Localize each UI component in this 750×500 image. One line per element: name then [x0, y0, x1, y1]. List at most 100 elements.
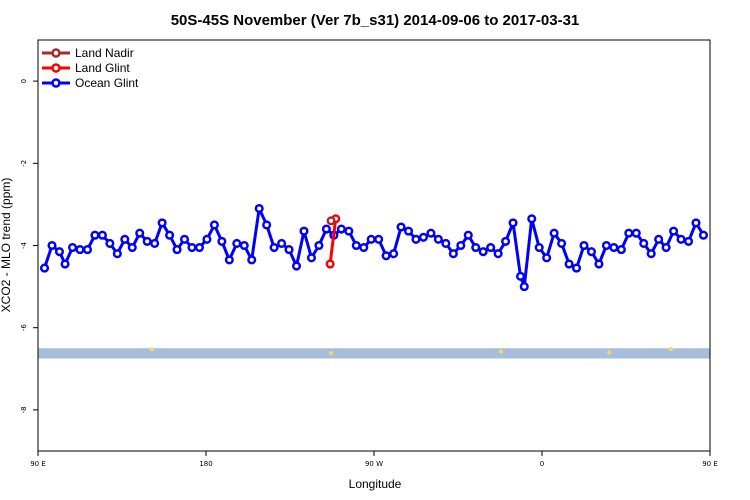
data-point: [247, 255, 257, 265]
y-tick-label: 0: [20, 79, 28, 83]
data-point: [534, 243, 544, 253]
data-point: [374, 234, 384, 244]
data-point: [112, 249, 122, 259]
x-tick-label: 0: [540, 460, 544, 468]
data-point: [306, 253, 317, 263]
data-point: [471, 243, 481, 253]
data-point: [691, 218, 701, 228]
data-point: [586, 247, 597, 257]
data-point: [165, 230, 175, 240]
land-patch: [328, 350, 334, 356]
data-point: [217, 236, 227, 246]
data-point: [39, 263, 50, 273]
data-point: [389, 249, 399, 259]
data-point: [127, 243, 137, 253]
data-point: [187, 243, 197, 253]
data-point: [426, 228, 436, 238]
data-point: [75, 245, 85, 255]
data-point: [142, 236, 152, 246]
data-point: [60, 259, 70, 269]
data-point: [254, 203, 264, 214]
data-point: [157, 218, 167, 228]
data-point: [381, 251, 391, 261]
data-point: [54, 247, 65, 257]
data-point: [299, 226, 309, 236]
data-point: [325, 259, 335, 269]
data-point: [403, 226, 414, 236]
legend-label: Ocean Glint: [75, 76, 139, 90]
y-tick-label: -8: [20, 406, 28, 413]
y-axis-label: XCO2 - MLO trend (ppm): [0, 178, 13, 313]
x-tick-label: 90 W: [365, 460, 383, 468]
data-point: [571, 263, 582, 273]
data-point: [601, 240, 611, 251]
data-point: [639, 238, 649, 248]
data-point: [515, 271, 526, 281]
data-point: [456, 240, 466, 251]
data-point: [646, 249, 656, 259]
y-tick-label: -4: [20, 241, 28, 249]
data-point: [683, 236, 694, 246]
data-point: [527, 214, 537, 224]
data-point: [624, 228, 634, 238]
data-point: [277, 238, 287, 248]
data-point: [501, 236, 511, 246]
data-point: [262, 220, 272, 230]
data-point: [269, 243, 279, 253]
land-patch: [607, 350, 612, 355]
data-point: [239, 240, 249, 251]
legend-label: Land Nadir: [75, 46, 134, 60]
x-axis: 90 E 180 90 W 0 90 E: [30, 451, 718, 468]
data-point: [67, 243, 78, 253]
data-point: [291, 261, 302, 271]
legend-item: Land Nadir: [42, 46, 134, 60]
x-axis-label: Longitude: [349, 477, 402, 491]
data-point: [448, 249, 458, 259]
data-point: [97, 230, 107, 240]
data-point: [209, 220, 219, 230]
data-point: [609, 243, 619, 253]
data-point: [463, 230, 473, 240]
data-point: [478, 247, 488, 257]
data-point: [616, 245, 626, 255]
data-point: [336, 224, 346, 234]
legend-item: Land Glint: [42, 61, 130, 75]
data-point: [366, 234, 376, 244]
x-tick-label: 90 E: [30, 460, 46, 468]
series-ocean-glint: [39, 203, 709, 292]
y-tick-label: -6: [20, 324, 28, 332]
data-point: [396, 222, 406, 232]
legend-item: Ocean Glint: [42, 76, 139, 90]
series-line: [328, 218, 338, 265]
data-point: [105, 238, 115, 248]
data-point: [172, 245, 182, 255]
data-point: [654, 234, 664, 244]
data-point: [314, 240, 324, 251]
data-point: [321, 224, 331, 234]
data-point: [232, 238, 242, 248]
data-point: [433, 234, 443, 244]
legend-swatch-marker: [51, 63, 61, 73]
data-point: [326, 216, 336, 226]
data-point: [47, 240, 57, 251]
land-patch: [668, 346, 673, 352]
data-point: [669, 226, 679, 236]
data-point: [486, 243, 496, 253]
data-point: [344, 226, 354, 236]
data-point: [508, 218, 518, 228]
data-point: [194, 243, 205, 253]
data-point: [579, 240, 589, 251]
data-point: [411, 234, 421, 244]
data-point: [493, 249, 503, 259]
data-point: [90, 230, 100, 240]
data-point: [557, 238, 567, 248]
land-patch: [498, 349, 504, 354]
data-point: [542, 253, 552, 263]
chart-title: 50S-45S November (Ver 7b_s31) 2014-09-06…: [171, 12, 580, 29]
data-point: [135, 228, 145, 238]
data-point: [150, 238, 160, 248]
y-tick-label: -2: [20, 160, 28, 167]
data-point: [698, 230, 709, 240]
data-point: [549, 228, 559, 238]
series-layer: [39, 203, 709, 292]
